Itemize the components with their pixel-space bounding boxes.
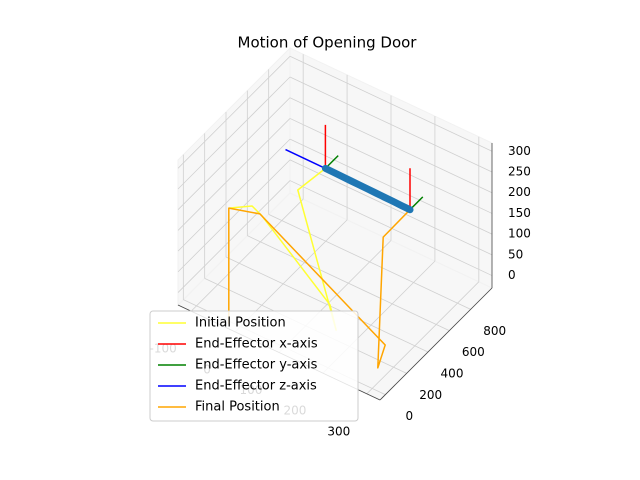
series-line (324, 124, 411, 210)
grid-line (289, 97, 493, 194)
z-tick-label: 200 (508, 185, 531, 199)
grid-line (177, 97, 291, 210)
grid-line (247, 235, 450, 332)
grid-line (289, 55, 493, 152)
grid-line (177, 159, 291, 273)
x-tick-label: 300 (327, 424, 350, 438)
plot-area (228, 124, 424, 369)
legend-label: Initial Position (195, 316, 286, 331)
y-tick-label: 0 (406, 409, 414, 423)
series-line (228, 167, 337, 331)
legend-label: End-Effector z-axis (195, 379, 317, 394)
grid-line (177, 180, 291, 293)
legend-label: Final Position (195, 400, 280, 415)
legend-box (149, 310, 359, 422)
grid-line (177, 118, 291, 231)
z-tick-label: 150 (508, 206, 531, 220)
grid-line (177, 76, 291, 190)
grid-line (289, 159, 493, 256)
legend-label: End-Effector y-axis (195, 358, 318, 373)
grid-line (177, 56, 291, 169)
grid-line (177, 138, 291, 252)
grid-line (289, 118, 493, 214)
y-tick-label: 800 (483, 324, 506, 338)
axis-line (379, 287, 493, 401)
grid-line (190, 198, 304, 312)
legend: Initial Position End-Effector x-axis End-E… (149, 310, 359, 422)
y-tick-label: 600 (462, 345, 485, 359)
grid-line (289, 76, 493, 173)
grid-line (268, 213, 471, 310)
z-tick-label: 300 (508, 144, 531, 158)
legend-label: End-Effector x-axis (195, 337, 318, 352)
door-path (321, 164, 414, 214)
grid-line (289, 138, 493, 235)
y-tick-label: 200 (419, 388, 442, 402)
z-tick-label: 0 (508, 268, 516, 282)
z-tick-label: 250 (508, 165, 531, 179)
grid-line (366, 281, 480, 395)
z-tick-label: 50 (508, 247, 523, 261)
y-tick-label: 400 (441, 367, 464, 381)
chart-title: Motion of Opening Door (238, 34, 418, 52)
grid-line (225, 256, 429, 353)
series-line (228, 207, 411, 369)
z-tick-label: 100 (508, 227, 531, 241)
